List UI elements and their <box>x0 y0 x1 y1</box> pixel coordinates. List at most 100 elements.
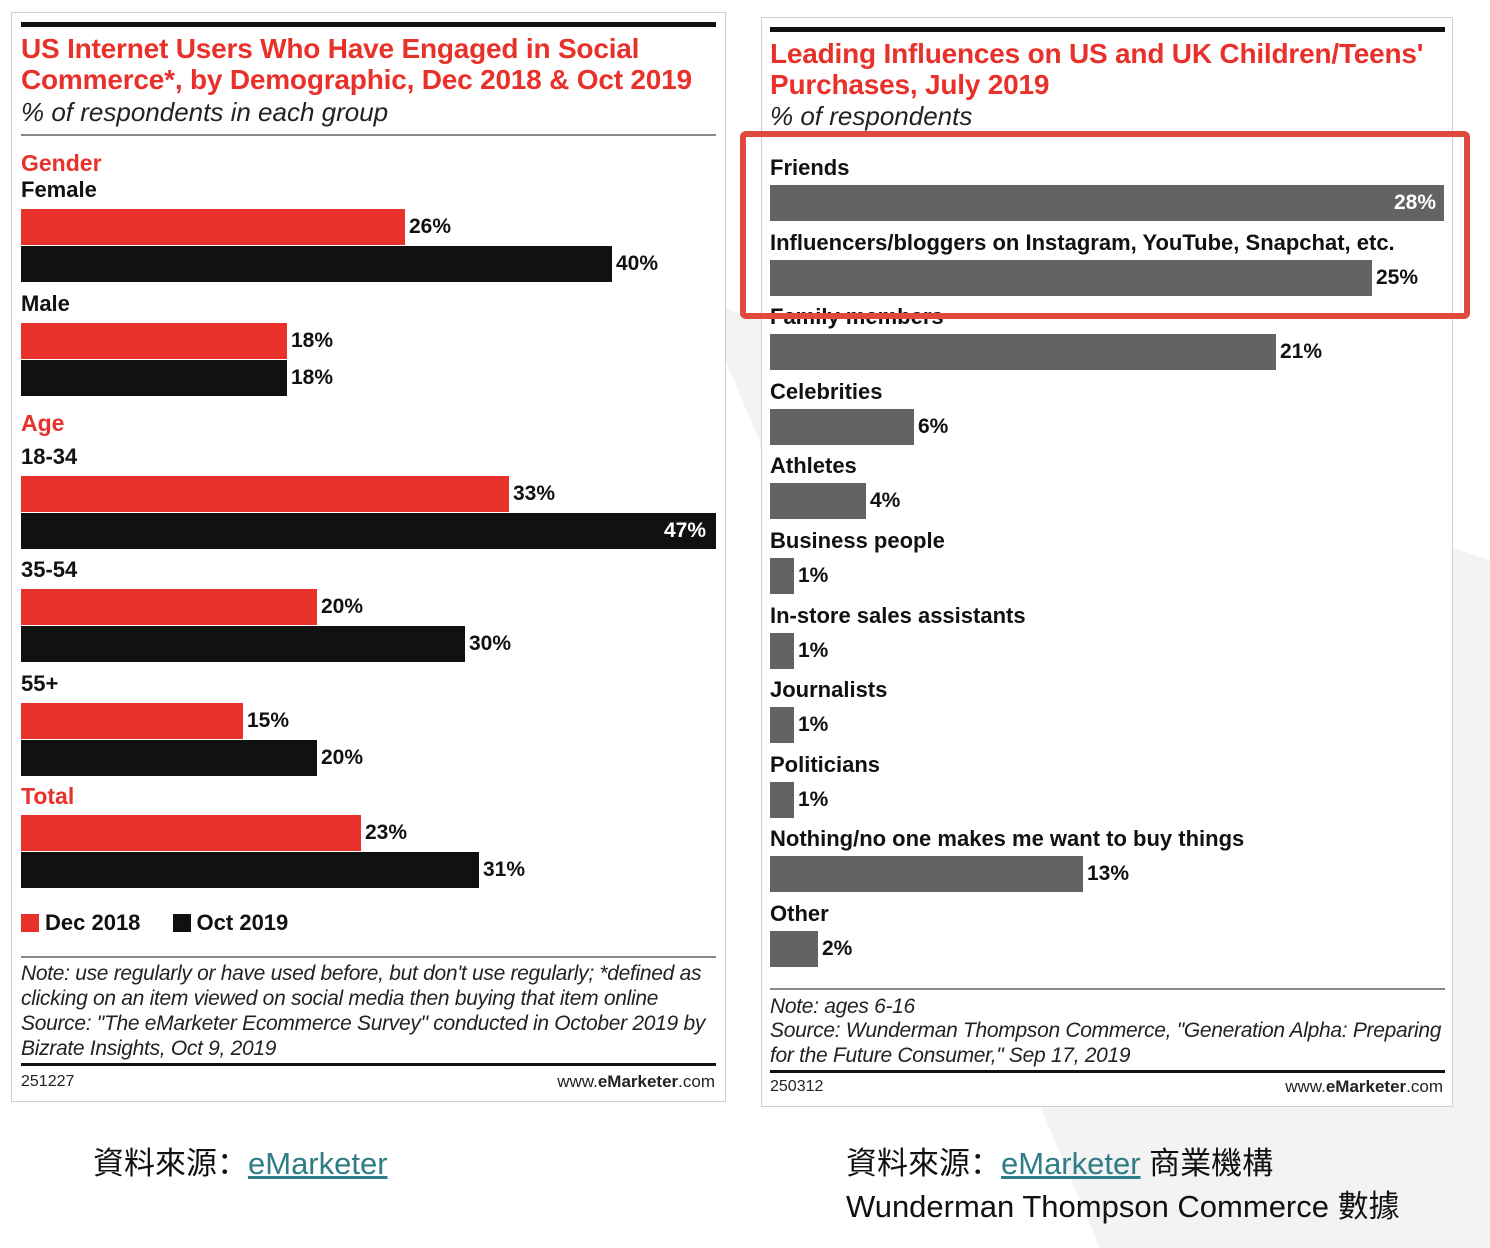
bar-celebrities <box>770 409 914 445</box>
row-label-politicians: Politicians <box>770 752 881 777</box>
bar-athletes <box>770 483 866 519</box>
bar-total-oct-2019 <box>21 852 479 888</box>
data-label: 1% <box>798 713 829 736</box>
data-label: 1% <box>798 564 829 587</box>
bar-age-35-54-dec-2018 <box>21 589 317 625</box>
bar-gender-male-oct-2019 <box>21 360 287 396</box>
legend-label: Dec 2018 <box>45 910 141 935</box>
chart-note: Note: ages 6-16 <box>770 995 915 1018</box>
title-divider <box>21 134 716 136</box>
chart-source: Source: Wunderman Thompson Commerce, "Ge… <box>770 1019 1442 1067</box>
bar-age-55-oct-2019 <box>21 740 317 776</box>
note-divider <box>21 956 716 958</box>
chart-title: Leading Influences on US and UK Children… <box>770 38 1424 100</box>
url-suffix: .com <box>678 1072 715 1091</box>
chart-note: Note: use regularly or have used before,… <box>21 962 702 1010</box>
url-prefix: www. <box>557 1072 598 1091</box>
emarketer-url[interactable]: www.eMarketer.com <box>557 1072 715 1092</box>
url-prefix: www. <box>1285 1077 1326 1096</box>
url-suffix: .com <box>1406 1077 1443 1096</box>
data-label: 25% <box>1376 266 1419 289</box>
row-label-other: Other <box>770 901 829 926</box>
chart-subtitle: % of respondents <box>770 101 973 131</box>
bar-nothing-no-one-makes-me-want-to-buy-things <box>770 856 1083 892</box>
row-label-35-54: 35-54 <box>21 557 78 582</box>
row-label-male: Male <box>21 291 70 316</box>
footer-rule <box>21 1063 716 1066</box>
row-label-55: 55+ <box>21 671 59 696</box>
data-label: 2% <box>822 937 853 960</box>
emarketer-link[interactable]: eMarketer <box>1001 1146 1141 1181</box>
emarketer-url[interactable]: www.eMarketer.com <box>1285 1077 1443 1097</box>
data-label: 40% <box>616 252 659 275</box>
row-label-business-people: Business people <box>770 528 945 553</box>
caption-prefix: 資料來源： <box>93 1146 248 1181</box>
footer-rule <box>770 1070 1445 1073</box>
data-label: 21% <box>1280 340 1323 363</box>
right-chart-card: Leading Influences on US and UK Children… <box>761 17 1453 1107</box>
bar-age-18-34-oct-2019 <box>21 513 716 549</box>
data-label: 1% <box>798 639 829 662</box>
chart-title: US Internet Users Who Have Engaged in So… <box>21 33 692 95</box>
data-label: 13% <box>1087 862 1130 885</box>
data-label: 33% <box>513 482 556 505</box>
group-label-age: Age <box>21 410 65 436</box>
emarketer-link[interactable]: eMarketer <box>248 1146 388 1181</box>
bar-age-55-dec-2018 <box>21 703 243 739</box>
row-label-journalists: Journalists <box>770 677 888 702</box>
caption-suffix: 商業機構 <box>1140 1146 1274 1181</box>
group-label-gender: Gender <box>21 150 102 176</box>
bar-age-18-34-dec-2018 <box>21 476 509 512</box>
row-label-female: Female <box>21 177 97 202</box>
top-rule <box>770 27 1445 32</box>
row-label-celebrities: Celebrities <box>770 379 883 404</box>
data-label: 18% <box>291 329 334 352</box>
data-label: 1% <box>798 788 829 811</box>
legend-swatch-black <box>172 914 191 932</box>
bar-friends <box>770 185 1444 221</box>
row-label-influencers-bloggers-on-instagram-youtube-snapchat-etc: Influencers/bloggers on Instagram, YouTu… <box>770 230 1395 255</box>
legend: Dec 2018 Oct 2019 <box>21 910 288 936</box>
bar-other <box>770 931 818 967</box>
data-label: 30% <box>469 632 512 655</box>
highlight-box <box>740 131 1470 319</box>
bar-total-dec-2018 <box>21 815 361 851</box>
top-rule <box>21 22 716 27</box>
data-label: 4% <box>870 489 901 512</box>
row-label-in-store-sales-assistants: In-store sales assistants <box>770 603 1026 628</box>
data-label: 31% <box>483 858 526 881</box>
data-label: 6% <box>918 415 949 438</box>
legend-item-oct-2019: Oct 2019 <box>172 910 289 935</box>
url-brand: eMarketer <box>597 1072 679 1091</box>
data-label: 20% <box>321 595 364 618</box>
legend-item-dec-2018: Dec 2018 <box>21 910 140 935</box>
bar-business-people <box>770 558 794 594</box>
bar-gender-male-dec-2018 <box>21 323 287 359</box>
row-label-friends: Friends <box>770 155 850 180</box>
bar-influencers-bloggers-on-instagram-youtube-snapchat-etc <box>770 260 1372 296</box>
left-chart-card: US Internet Users Who Have Engaged in So… <box>11 12 726 1102</box>
chart-id: 251227 <box>21 1073 75 1090</box>
left-caption: 資料來源：eMarketer <box>93 1138 388 1183</box>
bar-age-35-54-oct-2019 <box>21 626 465 662</box>
right-caption: 資料來源：eMarketer 商業機構 <box>846 1138 1273 1183</box>
chart-source: Source: "The eMarketer Ecommerce Survey"… <box>21 1012 706 1060</box>
bar-gender-female-oct-2019 <box>21 246 612 282</box>
url-brand: eMarketer <box>1325 1077 1407 1096</box>
data-label: 18% <box>291 366 334 389</box>
data-label: 23% <box>365 821 408 844</box>
chart-id: 250312 <box>770 1078 824 1095</box>
data-label: 28% <box>1394 191 1437 214</box>
note-divider <box>770 988 1445 990</box>
row-label-18-34: 18-34 <box>21 444 78 469</box>
bar-in-store-sales-assistants <box>770 633 794 669</box>
row-label-athletes: Athletes <box>770 453 857 478</box>
caption-prefix: 資料來源： <box>846 1146 1001 1181</box>
legend-label: Oct 2019 <box>196 910 289 935</box>
data-label: 20% <box>321 746 364 769</box>
bar-family-members <box>770 334 1276 370</box>
chart-subtitle: % of respondents in each group <box>21 97 389 127</box>
group-label-total: Total <box>21 783 75 809</box>
legend-swatch-red <box>21 914 39 932</box>
data-label: 15% <box>247 709 290 732</box>
